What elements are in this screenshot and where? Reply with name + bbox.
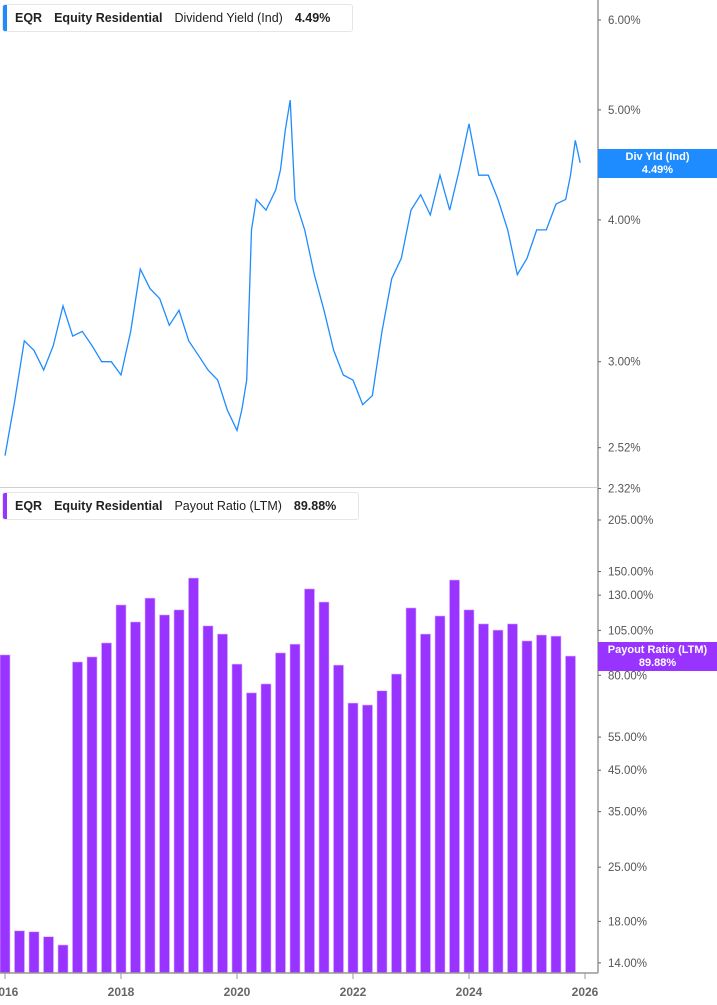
payout-ratio-price-tag: Payout Ratio (LTM) 89.88% (598, 642, 717, 671)
x-tick-label: 2022 (340, 985, 367, 999)
payout-bar (333, 664, 344, 974)
payout-bar (550, 635, 562, 974)
dividend-yield-line (4, 99, 581, 456)
payout-bar (478, 623, 489, 974)
payout-bar (275, 652, 286, 974)
x-tick-label: 2024 (456, 985, 483, 999)
metric-name: Payout Ratio (LTM) (174, 499, 282, 513)
payout-bar (507, 623, 518, 974)
y-tick-label: 35.00% (608, 807, 647, 819)
payout-bar (405, 607, 417, 974)
payout-bar (565, 655, 576, 974)
payout-bar (246, 692, 257, 974)
top-legend: EQR Equity Residential Dividend Yield (I… (2, 4, 354, 32)
payout-bar (217, 633, 228, 974)
payout-bar (188, 577, 199, 974)
y-tick-label: 55.00% (608, 732, 647, 744)
y-tick-label: 150.00% (608, 567, 653, 579)
y-tick-label: 4.00% (608, 215, 641, 227)
payout-bar (362, 704, 373, 974)
payout-bar (304, 588, 315, 974)
ticker: EQR (15, 11, 43, 25)
ticker: EQR (15, 499, 43, 513)
y-tick-label: 14.00% (608, 958, 647, 970)
payout-bar (289, 643, 301, 974)
payout-bar (391, 673, 402, 974)
payout-bar (536, 634, 547, 974)
y-tick-label: 80.00% (608, 670, 647, 682)
payout-bar (521, 640, 533, 974)
x-tick-label: 2026 (572, 985, 599, 999)
payout-bar (101, 642, 112, 974)
payout-bar (43, 936, 54, 974)
payout-bar (159, 614, 170, 974)
y-tick-label: 45.00% (608, 765, 647, 777)
y-tick-label: 18.00% (608, 916, 647, 928)
metric-value: 4.49% (294, 11, 331, 25)
payout-bar (492, 629, 504, 974)
payout-bar (347, 702, 359, 974)
company-name: Equity Residential (54, 499, 163, 513)
tag-value: 4.49% (641, 164, 674, 176)
metric-name: Dividend Yield (Ind) (174, 11, 283, 25)
payout-bar (420, 633, 431, 974)
payout-bar (72, 661, 83, 974)
payout-bar (0, 654, 11, 974)
bottom-legend: EQR Equity Residential Payout Ratio (LTM… (2, 492, 360, 520)
payout-bar (130, 621, 141, 974)
tag-label: Payout Ratio (LTM) (607, 644, 708, 656)
metric-value: 89.88% (293, 499, 337, 513)
y-tick-label: 105.00% (608, 625, 653, 637)
payout-bar (434, 615, 446, 974)
payout-bar (115, 604, 127, 974)
tag-value: 89.88% (638, 657, 677, 669)
payout-bar (57, 944, 69, 974)
y-tick-label: 205.00% (608, 515, 653, 527)
payout-bar (260, 683, 272, 974)
y-tick-label: 2.52% (608, 443, 641, 455)
y-tick-label: 2.32% (608, 483, 641, 495)
series-color-marker (3, 5, 7, 31)
payout-bar (202, 625, 214, 974)
y-tick-label: 6.00% (608, 15, 641, 27)
payout-bar (144, 597, 156, 974)
y-tick-label: 3.00% (608, 357, 641, 369)
payout-bar (173, 609, 185, 974)
series-color-marker (3, 493, 7, 519)
payout-bar (318, 601, 330, 974)
x-tick-label: 2018 (108, 985, 135, 999)
y-tick-label: 5.00% (608, 105, 641, 117)
payout-bar (449, 579, 460, 974)
company-name: Equity Residential (54, 11, 163, 25)
payout-bar (376, 690, 388, 974)
y-tick-label: 25.00% (608, 862, 647, 874)
payout-bar (463, 609, 475, 974)
div-yield-price-tag: Div Yld (Ind) 4.49% (598, 149, 717, 178)
payout-bar (14, 930, 25, 974)
payout-bar (86, 656, 98, 974)
x-tick-label: 2020 (224, 985, 251, 999)
payout-bar (231, 663, 243, 974)
x-tick-label: 2016 (0, 985, 19, 999)
tag-label: Div Yld (Ind) (625, 151, 690, 163)
payout-bar (28, 931, 40, 974)
y-tick-label: 130.00% (608, 590, 653, 602)
